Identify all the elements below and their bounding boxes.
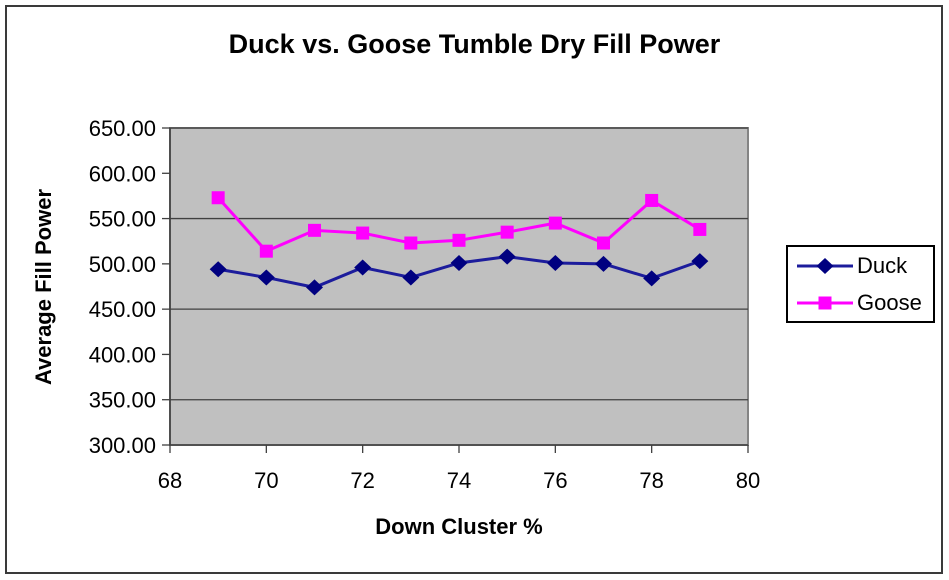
series-marker-goose bbox=[693, 222, 707, 236]
series-marker-goose bbox=[452, 233, 466, 247]
x-tick-label: 70 bbox=[254, 468, 278, 493]
series-marker-duck bbox=[498, 248, 516, 265]
series-marker-duck bbox=[691, 253, 709, 270]
series-marker-goose bbox=[404, 236, 418, 250]
series-marker-goose bbox=[548, 216, 562, 230]
y-tick-label: 600.00 bbox=[89, 161, 156, 186]
y-tick-label: 650.00 bbox=[89, 116, 156, 141]
plot-background bbox=[169, 127, 749, 446]
series-marker-goose bbox=[500, 225, 514, 239]
y-tick-label: 550.00 bbox=[89, 207, 156, 232]
series-marker-duck bbox=[450, 254, 468, 271]
x-tick-label: 76 bbox=[543, 468, 567, 493]
series-marker-goose bbox=[259, 244, 273, 258]
series-marker-duck bbox=[402, 269, 420, 286]
legend-item-goose: Goose bbox=[795, 289, 933, 317]
chart-title: Duck vs. Goose Tumble Dry Fill Power bbox=[228, 29, 721, 59]
series-marker-goose bbox=[211, 191, 225, 205]
series-marker-duck bbox=[595, 255, 612, 272]
series-marker-duck bbox=[257, 269, 275, 286]
x-tick-label: 78 bbox=[639, 468, 663, 493]
series-marker-goose bbox=[356, 226, 370, 240]
series-marker-duck bbox=[643, 270, 661, 287]
y-tick-label: 500.00 bbox=[89, 252, 156, 277]
y-tick-label: 450.00 bbox=[89, 297, 156, 322]
x-tick-label: 74 bbox=[447, 468, 471, 493]
x-tick-label: 68 bbox=[158, 468, 182, 493]
legend-label-duck: Duck bbox=[857, 252, 908, 278]
series-marker-goose bbox=[597, 236, 610, 250]
series-marker-goose bbox=[308, 223, 321, 237]
y-tick-label: 400.00 bbox=[89, 342, 156, 367]
legend-duck-marker-icon bbox=[797, 257, 853, 274]
series-marker-duck bbox=[354, 259, 372, 276]
legend-item-duck: Duck bbox=[795, 252, 933, 280]
legend-goose-marker-icon bbox=[797, 296, 853, 309]
series-marker-duck bbox=[209, 261, 227, 278]
legend: Duck Goose bbox=[786, 245, 935, 323]
y-axis-title: Average Fill Power bbox=[31, 188, 56, 386]
x-tick-label: 72 bbox=[350, 468, 374, 493]
x-axis-title: Down Cluster % bbox=[375, 514, 543, 539]
series-marker-goose bbox=[645, 193, 659, 207]
series-marker-duck bbox=[306, 279, 323, 296]
series-marker-duck bbox=[546, 254, 564, 271]
y-tick-label: 350.00 bbox=[89, 388, 156, 413]
legend-label-goose: Goose bbox=[857, 289, 922, 315]
y-tick-label: 300.00 bbox=[89, 433, 156, 458]
x-tick-label: 80 bbox=[736, 468, 760, 493]
